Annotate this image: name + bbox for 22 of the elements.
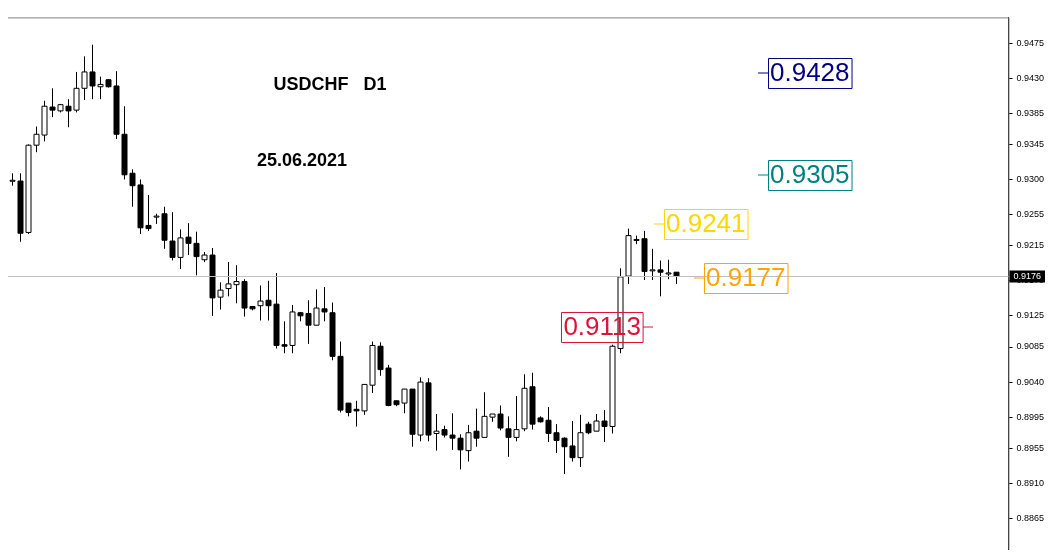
y-tick-label: 0.9125: [1016, 310, 1044, 321]
y-tick-label: 0.8910: [1016, 477, 1044, 488]
y-tick-label: 0.9215: [1016, 240, 1044, 251]
annotation: 0.9241: [666, 208, 746, 239]
ref-line-label: 0.9176: [1013, 270, 1041, 281]
annotation: 0.9113: [563, 311, 641, 342]
annotation: 0.9305: [770, 159, 850, 190]
text: USDCHF D1: [273, 73, 387, 94]
y-tick-label: 0.9085: [1016, 341, 1044, 352]
annotation: 0.9428: [770, 57, 850, 88]
y-tick-label: 0.9040: [1016, 376, 1044, 387]
y-tick-label: 0.9255: [1016, 209, 1044, 220]
y-tick-label: 0.8955: [1016, 442, 1044, 453]
y-tick-label: 0.9300: [1016, 173, 1044, 184]
text: 25.06.2021: [256, 149, 348, 170]
y-tick-label: 0.8865: [1016, 512, 1044, 523]
y-tick-label: 0.9430: [1016, 72, 1044, 83]
y-tick-label: 0.9475: [1016, 37, 1044, 48]
annotation: 0.9177: [706, 262, 786, 293]
y-tick-label: 0.9345: [1016, 138, 1044, 149]
y-tick-label: 0.9385: [1016, 107, 1044, 118]
y-tick-label: 0.8995: [1016, 411, 1044, 422]
